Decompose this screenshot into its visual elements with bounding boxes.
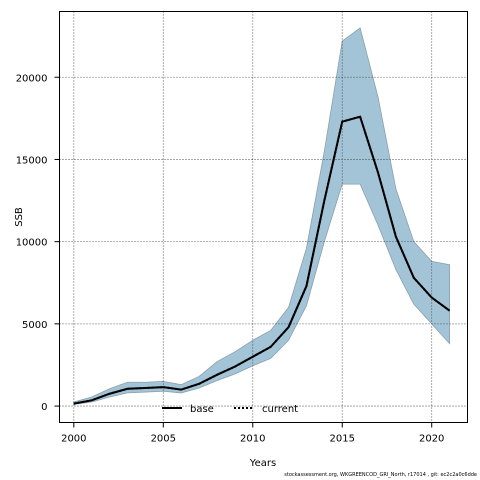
x-tick-label-2010: 2010: [240, 434, 265, 445]
x-axis-title: Years: [249, 458, 276, 469]
legend-label-current: current: [262, 404, 298, 415]
y-tick-label-0: 0: [41, 402, 47, 413]
series-lines-layer: [73, 115, 451, 405]
ticks-layer: 2000 2005 2010 2015 2020 0 5000 10000 15000 20000: [16, 73, 445, 444]
legend: base current: [162, 404, 298, 415]
series-line-current: [73, 115, 451, 405]
x-tick-label-2005: 2005: [151, 434, 176, 445]
grid-layer: [59, 11, 468, 423]
y-tick-label-10000: 10000: [16, 238, 48, 249]
plot-frame: [59, 11, 468, 423]
y-tick-label-20000: 20000: [16, 73, 48, 84]
legend-label-base: base: [190, 404, 214, 415]
y-tick-label-5000: 5000: [22, 320, 47, 331]
x-tick-label-2015: 2015: [330, 434, 355, 445]
y-axis-title: SSB: [14, 207, 25, 227]
confidence-band-layer: [73, 27, 451, 405]
x-tick-label-2000: 2000: [61, 434, 86, 445]
footer-credit: stockassessment.org, WKGREENCOD_GRI_Nort…: [284, 472, 477, 478]
y-tick-label-15000: 15000: [16, 155, 48, 166]
x-tick-label-2020: 2020: [419, 434, 444, 445]
confidence-band: [73, 27, 451, 405]
